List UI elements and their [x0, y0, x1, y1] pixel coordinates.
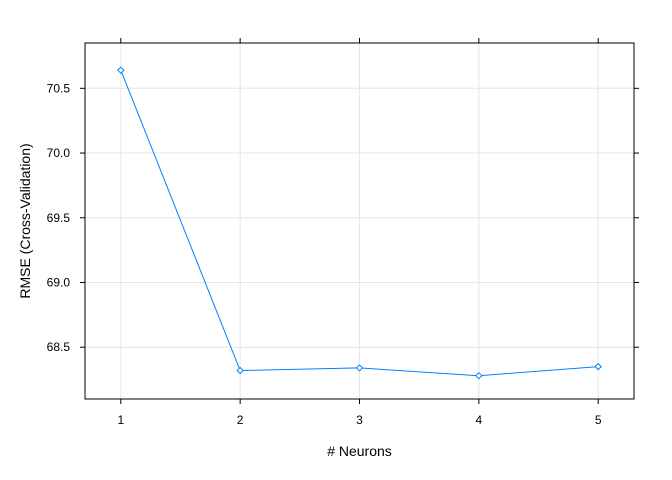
grid-lines: [85, 43, 634, 399]
x-tick-label: 2: [237, 413, 244, 427]
y-tick-label: 69.0: [47, 275, 71, 289]
axis-ticks: 1 2 3 4 5 68.5 69.0 69.5 70.0 70.5: [47, 38, 639, 427]
y-tick-label: 70.0: [47, 146, 71, 160]
y-tick-label: 68.5: [47, 340, 71, 354]
x-tick-label: 3: [356, 413, 363, 427]
x-axis-label: # Neurons: [327, 443, 392, 459]
data-point-diamond-icon: [355, 364, 364, 372]
series-layer: [117, 66, 602, 380]
x-tick-label: 1: [117, 413, 124, 427]
y-tick-label: 70.5: [47, 81, 71, 95]
y-tick-label: 69.5: [47, 211, 71, 225]
x-tick-label: 4: [476, 413, 483, 427]
data-point-diamond-icon: [117, 66, 125, 74]
y-axis-label: RMSE (Cross-Validation): [17, 143, 33, 298]
data-point-diamond-icon: [475, 371, 483, 380]
data-point-diamond-icon: [236, 366, 244, 375]
x-tick-label: 5: [595, 413, 602, 427]
data-point-diamond-icon: [594, 362, 602, 371]
